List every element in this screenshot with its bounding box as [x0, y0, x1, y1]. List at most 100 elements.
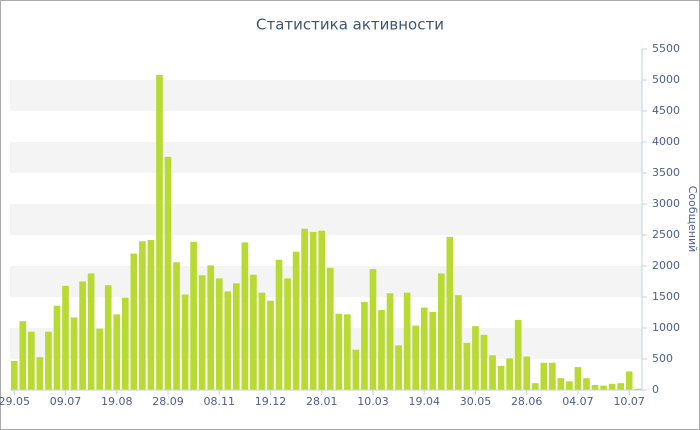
y-tick-label: 2500	[652, 228, 680, 241]
bar	[446, 236, 454, 390]
bar	[232, 283, 240, 390]
bar	[104, 285, 112, 390]
bar	[344, 314, 351, 390]
bar	[625, 371, 633, 390]
grid-band	[10, 80, 642, 111]
y-tick-label: 1500	[652, 290, 680, 303]
bar	[412, 325, 420, 390]
bar	[190, 241, 197, 390]
x-tick-label: 19.12	[255, 395, 287, 408]
y-tick-label: 0	[652, 383, 659, 396]
bar	[395, 345, 402, 390]
bar	[318, 230, 326, 390]
bar	[301, 228, 308, 390]
y-tick-label: 2000	[652, 259, 680, 272]
bar	[600, 385, 607, 390]
bar	[557, 378, 565, 390]
y-tick-label: 3500	[652, 166, 680, 179]
y-tick-label: 3000	[652, 197, 680, 210]
bar	[378, 310, 385, 390]
bar	[87, 273, 95, 390]
bar	[96, 328, 104, 390]
bar	[181, 294, 189, 390]
bar	[463, 342, 471, 390]
bar	[113, 314, 121, 390]
bar	[608, 383, 616, 390]
x-tick-label: 09.07	[50, 395, 82, 408]
bar	[369, 269, 377, 390]
bar	[489, 355, 496, 390]
grid-band	[10, 204, 642, 235]
y-tick-label: 5500	[652, 42, 680, 55]
bar	[583, 378, 590, 390]
y-tick-label: 5000	[652, 73, 680, 86]
grid-band	[10, 142, 642, 173]
bar	[121, 297, 129, 390]
bar	[215, 278, 223, 390]
bar	[309, 231, 317, 390]
x-tick-label: 04.07	[562, 395, 594, 408]
bar	[591, 385, 599, 390]
bar	[523, 356, 531, 390]
bar	[36, 357, 44, 390]
bar	[514, 319, 522, 390]
bar	[566, 381, 573, 390]
y-tick-label: 500	[652, 352, 673, 365]
bar	[10, 360, 18, 390]
bar	[335, 313, 343, 390]
y-axis-title: Сообщений	[686, 186, 699, 253]
x-tick-label: 28.01	[306, 395, 338, 408]
bar	[19, 321, 27, 390]
bar	[480, 334, 488, 390]
x-tick-label: 30.05	[460, 395, 492, 408]
y-tick-label: 4000	[652, 135, 680, 148]
bar	[45, 331, 52, 390]
bar	[130, 253, 138, 390]
bar	[429, 311, 437, 390]
bar	[164, 156, 172, 390]
bar	[292, 251, 300, 390]
bar	[53, 305, 61, 390]
x-tick-label: 19.08	[101, 395, 133, 408]
x-tick-label: 19.04	[408, 395, 440, 408]
x-tick-label: 28.09	[152, 395, 184, 408]
bar	[540, 362, 548, 390]
bar	[241, 242, 249, 390]
x-tick-label: 28.06	[511, 395, 543, 408]
bar	[420, 307, 428, 390]
bar	[70, 317, 78, 390]
bar	[531, 383, 539, 390]
bar	[147, 239, 155, 390]
bar	[79, 281, 86, 390]
y-tick-label: 4500	[652, 104, 680, 117]
bar	[548, 362, 556, 390]
bar	[326, 267, 334, 390]
grid-band	[10, 328, 642, 359]
bar	[207, 265, 215, 390]
bar	[361, 301, 368, 390]
bar	[28, 331, 35, 390]
bar	[506, 358, 513, 390]
bar	[437, 273, 445, 390]
bar	[386, 293, 394, 390]
bar	[497, 365, 505, 390]
bar	[617, 383, 624, 390]
bar	[574, 367, 582, 390]
bar	[352, 349, 360, 390]
grid-band	[10, 266, 642, 297]
bar	[275, 259, 283, 390]
bar	[156, 75, 163, 390]
x-tick-label: 08.11	[203, 395, 235, 408]
bar	[224, 291, 232, 390]
bar	[634, 388, 642, 390]
x-tick-label: 29.05	[0, 395, 30, 408]
bar	[139, 241, 146, 390]
bar	[258, 292, 266, 390]
bar	[472, 326, 479, 390]
bar	[173, 262, 180, 390]
x-tick-label: 10.07	[613, 395, 645, 408]
y-tick-label: 1000	[652, 321, 680, 334]
bar	[267, 300, 274, 390]
chart-title: Статистика активности	[256, 16, 444, 34]
